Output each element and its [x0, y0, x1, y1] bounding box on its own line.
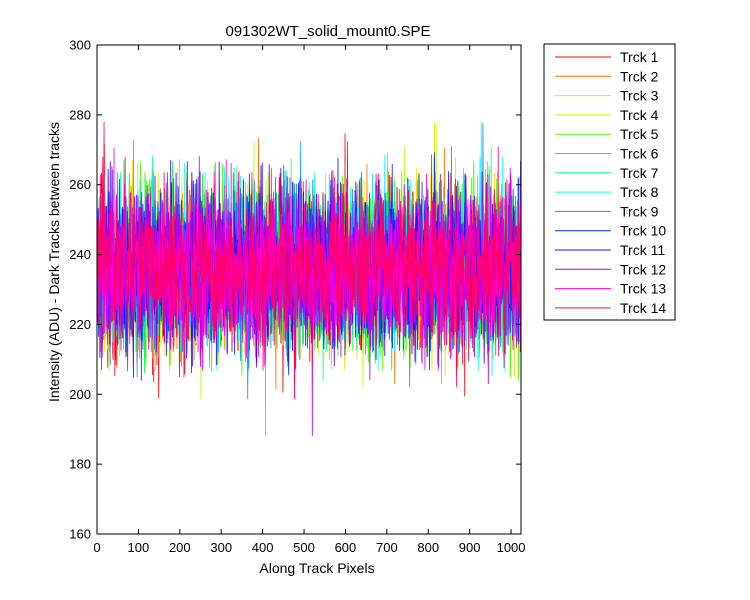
x-tick-label: 400 — [252, 540, 274, 555]
legend-label: Trck 6 — [620, 146, 659, 162]
y-tick-label: 200 — [69, 387, 91, 402]
chart-title: 091302WT_solid_mount0.SPE — [225, 23, 430, 40]
axis-ticks: 0 100 200 300 400 500 600 700 800 900 1000 160 180 20… — [69, 38, 525, 556]
x-tick-label: 300 — [210, 540, 232, 555]
legend-box — [543, 43, 676, 321]
y-tick-label: 220 — [69, 317, 91, 332]
y-tick-label: 180 — [69, 457, 91, 472]
plot-frame — [96, 44, 522, 535]
y-axis-label: Intensity (ADU) - Dark Tracks between tr… — [46, 122, 62, 402]
x-tick-label: 200 — [169, 540, 191, 555]
y-tick-label: 300 — [69, 38, 91, 53]
legend-label: Trck 3 — [620, 88, 659, 104]
x-tick-label: 800 — [417, 540, 439, 555]
legend-label: Trck 2 — [620, 68, 659, 84]
legend-label: Trck 8 — [620, 184, 659, 200]
legend-label: Trck 11 — [620, 242, 665, 258]
x-axis-label: Along Track Pixels — [259, 560, 374, 576]
legend-label: Trck 12 — [620, 261, 666, 277]
legend-label: Trck 4 — [620, 107, 659, 123]
x-tick-label: 900 — [459, 540, 481, 555]
x-tick-label: 700 — [376, 540, 398, 555]
x-tick-label: 1000 — [497, 540, 526, 555]
plot-area: 0 100 200 300 400 500 600 700 800 900 1000 160 180 20… — [69, 38, 525, 556]
y-tick-label: 280 — [69, 107, 91, 122]
y-tick-label: 240 — [69, 247, 91, 262]
legend-items: Trck 1 Trck 2 Trck 3 Trck 4 Trck 5 Trck 6 Trck… — [555, 49, 666, 316]
x-tick-label: 100 — [128, 540, 150, 555]
y-tick-label: 260 — [69, 177, 91, 192]
x-tick-label: 0 — [93, 540, 100, 555]
y-tick-label: 160 — [69, 527, 91, 542]
legend-label: Trck 5 — [620, 126, 659, 142]
legend-label: Trck 1 — [620, 49, 659, 65]
x-tick-label: 500 — [293, 540, 315, 555]
legend-label: Trck 14 — [620, 300, 666, 316]
series-layer — [97, 121, 521, 437]
x-tick-label: 600 — [335, 540, 357, 555]
series-line-14 — [97, 121, 521, 400]
legend-label: Trck 10 — [620, 223, 666, 239]
legend-label: Trck 13 — [620, 281, 666, 297]
legend: Trck 1 Trck 2 Trck 3 Trck 4 Trck 5 Trck 6 Trck… — [543, 43, 676, 321]
legend-label: Trck 9 — [620, 203, 659, 219]
legend-label: Trck 7 — [620, 165, 659, 181]
